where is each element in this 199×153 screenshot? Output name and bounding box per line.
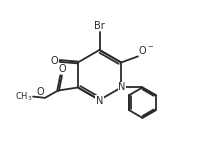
Text: N: N [118, 82, 126, 93]
Text: N: N [96, 96, 103, 106]
Text: CH$_3$: CH$_3$ [15, 90, 32, 103]
Text: O: O [36, 87, 44, 97]
Text: O$^-$: O$^-$ [138, 44, 154, 56]
Text: O: O [51, 56, 59, 66]
Text: O: O [58, 64, 66, 74]
Text: Br: Br [94, 21, 105, 31]
